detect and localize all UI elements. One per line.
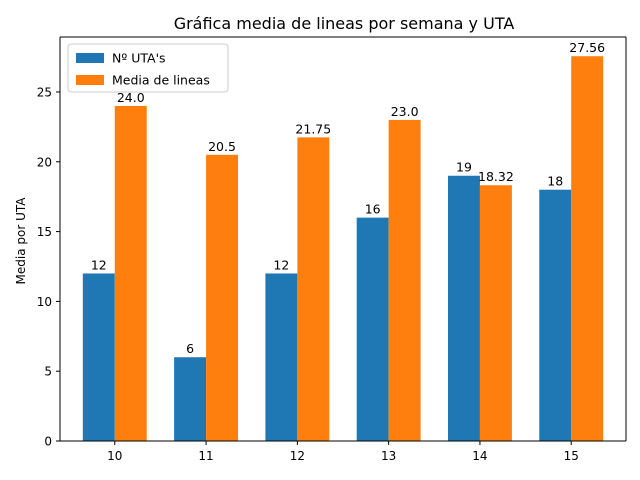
x-tick-label: 15 <box>564 449 579 463</box>
bar-nuta-14 <box>447 175 480 442</box>
bar-value-label: 23.0 <box>391 104 419 119</box>
bar-nuta-13 <box>356 217 389 441</box>
bar-nuta-10 <box>82 273 115 441</box>
legend-box <box>67 43 229 93</box>
bar-media-11 <box>206 154 239 441</box>
y-axis-label: Media por UTA <box>14 197 28 285</box>
x-tick-label: 13 <box>381 449 396 463</box>
bar-value-label: 18 <box>547 174 563 189</box>
bar-value-label: 16 <box>365 202 381 217</box>
bar-value-label: 20.5 <box>208 139 236 154</box>
x-tick-label: 10 <box>107 449 122 463</box>
bar-media-14 <box>479 185 512 441</box>
bar-nuta-12 <box>265 273 298 441</box>
bar-nuta-15 <box>539 189 572 441</box>
y-tick-label: 10 <box>37 295 52 309</box>
bar-media-15 <box>571 56 604 441</box>
x-tick-label: 12 <box>290 449 305 463</box>
legend-entry-label: Nº UTA's <box>112 51 166 66</box>
x-tick-label: 14 <box>472 449 487 463</box>
bar-media-10 <box>114 105 147 441</box>
bar-nuta-11 <box>174 357 207 441</box>
bar-value-label: 19 <box>456 160 472 175</box>
y-tick-label: 15 <box>37 225 52 239</box>
plot-area: 12 6 12 16 19 18 24.0 20.5 21.75 23.0 18.32 27.56 10… <box>37 36 627 463</box>
legend: Nº UTA's Media de lineas <box>67 43 229 93</box>
x-tick-label: 11 <box>198 449 213 463</box>
legend-swatch <box>76 53 104 63</box>
y-tick-label: 20 <box>37 155 52 169</box>
bar-value-label: 12 <box>273 257 289 272</box>
bar-media-13 <box>388 119 421 441</box>
bar-media-12 <box>297 137 330 441</box>
legend-swatch <box>76 75 104 85</box>
bar-value-label: 6 <box>186 341 194 356</box>
y-tick-label: 25 <box>37 85 52 99</box>
y-tick-label: 5 <box>44 365 52 379</box>
bar-value-label: 12 <box>91 257 107 272</box>
bar-value-label: 18.32 <box>478 169 514 184</box>
legend-entry-label: Media de lineas <box>112 73 210 88</box>
bar-value-label: 27.56 <box>569 40 605 55</box>
chart-title: Gráfica media de lineas por semana y UTA <box>174 14 515 33</box>
y-tick-label: 0 <box>44 435 52 449</box>
bar-value-label: 21.75 <box>295 121 331 136</box>
bar-value-label: 24.0 <box>117 90 145 105</box>
